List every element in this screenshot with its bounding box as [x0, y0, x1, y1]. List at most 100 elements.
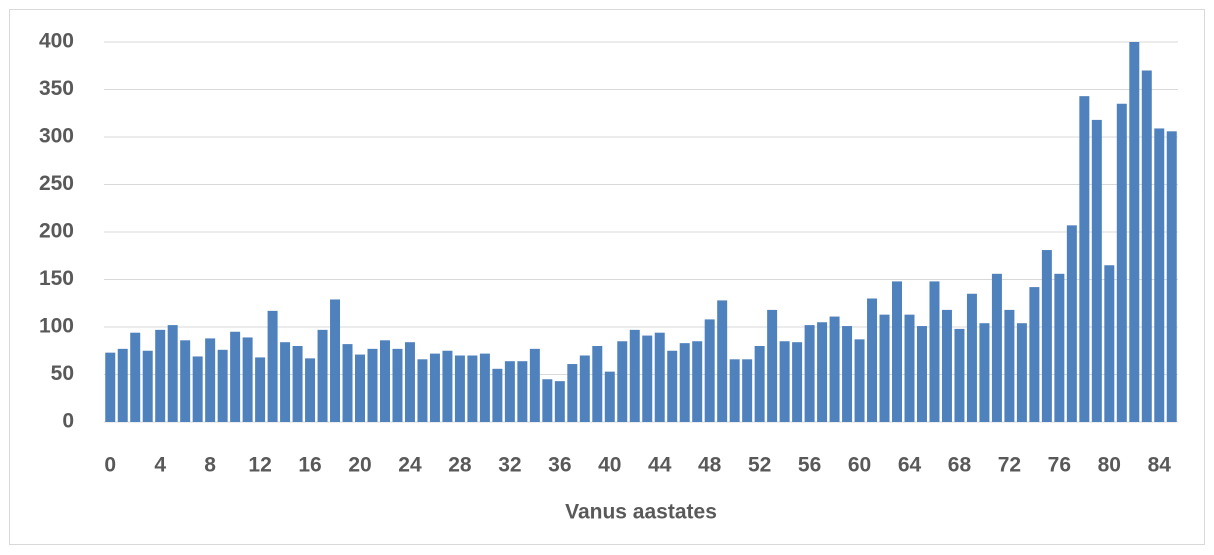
bar [567, 364, 578, 422]
x-axis-title: Vanus aastates [565, 501, 717, 524]
y-tick-label: 400 [39, 30, 74, 53]
x-tick-label: 0 [104, 454, 116, 477]
y-tick-label: 100 [39, 315, 74, 338]
bar [429, 353, 440, 422]
bar [1091, 119, 1102, 423]
bar [804, 325, 815, 422]
y-tick-label: 50 [51, 362, 74, 385]
bar [592, 346, 603, 422]
bar [230, 331, 241, 422]
bar [1079, 96, 1090, 423]
x-tick-label: 72 [998, 454, 1021, 477]
bar [867, 298, 878, 422]
y-tick-label: 0 [62, 410, 74, 433]
bar [217, 349, 228, 422]
bar [904, 314, 915, 422]
bar [355, 354, 366, 422]
y-tick-label: 350 [39, 77, 74, 100]
bar [242, 337, 253, 422]
bar [879, 314, 890, 422]
x-tick-label: 60 [848, 454, 871, 477]
bar [517, 361, 528, 422]
bar [854, 339, 865, 422]
chart-frame [9, 9, 1205, 545]
bar [305, 358, 316, 422]
bar [142, 350, 153, 422]
bar [479, 353, 490, 422]
bar [1041, 250, 1052, 422]
bar [954, 328, 965, 422]
x-tick-label: 12 [248, 454, 271, 477]
bar [1066, 225, 1077, 422]
bar [604, 371, 615, 422]
bar [454, 355, 465, 422]
bar [1116, 103, 1127, 422]
bar [767, 309, 778, 422]
bar [1029, 287, 1040, 422]
bar [717, 300, 728, 422]
x-tick-label: 48 [698, 454, 722, 477]
bar [1104, 265, 1115, 422]
bar [704, 319, 715, 422]
bar [629, 329, 640, 422]
bar [754, 346, 765, 422]
bar [542, 379, 553, 422]
bar [642, 335, 653, 422]
bar [117, 348, 128, 422]
bar [1154, 128, 1165, 422]
x-tick-label: 56 [798, 454, 821, 477]
bar [1141, 70, 1152, 422]
x-tick-label: 32 [498, 454, 521, 477]
bar [130, 332, 141, 422]
bar [404, 342, 415, 422]
x-tick-label: 28 [448, 454, 472, 477]
bar [392, 348, 403, 422]
bar [966, 293, 977, 422]
bar [529, 348, 540, 422]
y-tick-label: 300 [39, 125, 74, 148]
bar [979, 323, 990, 422]
bar [1004, 309, 1015, 422]
x-tick-label: 4 [154, 454, 166, 477]
bar [579, 355, 590, 422]
bar [492, 368, 503, 422]
x-tick-label: 52 [748, 454, 771, 477]
x-tick-label: 84 [1148, 454, 1172, 477]
y-tick-label: 200 [39, 220, 74, 243]
bar [417, 359, 428, 422]
bar [292, 346, 303, 422]
bar [842, 326, 853, 422]
bar [1016, 323, 1027, 422]
bar [367, 348, 378, 422]
bar [167, 325, 178, 422]
bar [442, 350, 453, 422]
bar [280, 342, 291, 422]
bar [467, 355, 478, 422]
bar [267, 310, 278, 422]
x-tick-label: 64 [898, 454, 922, 477]
bar [654, 332, 665, 422]
bar [504, 361, 515, 422]
bar [1129, 42, 1140, 422]
bar [792, 342, 803, 422]
bar [205, 338, 216, 422]
bar [916, 326, 927, 422]
bar [667, 350, 678, 422]
x-tick-label: 8 [204, 454, 216, 477]
bar [941, 309, 952, 422]
bar [829, 316, 840, 422]
x-tick-label: 36 [548, 454, 571, 477]
bar [991, 273, 1002, 422]
bar [742, 359, 753, 422]
bar [1054, 273, 1065, 422]
bar [729, 359, 740, 422]
bar [554, 381, 565, 422]
bar [255, 357, 266, 422]
bar [379, 340, 390, 422]
bar [192, 356, 203, 422]
bar [155, 329, 166, 422]
bar [1166, 131, 1177, 423]
x-tick-label: 40 [598, 454, 621, 477]
bar [617, 341, 628, 422]
